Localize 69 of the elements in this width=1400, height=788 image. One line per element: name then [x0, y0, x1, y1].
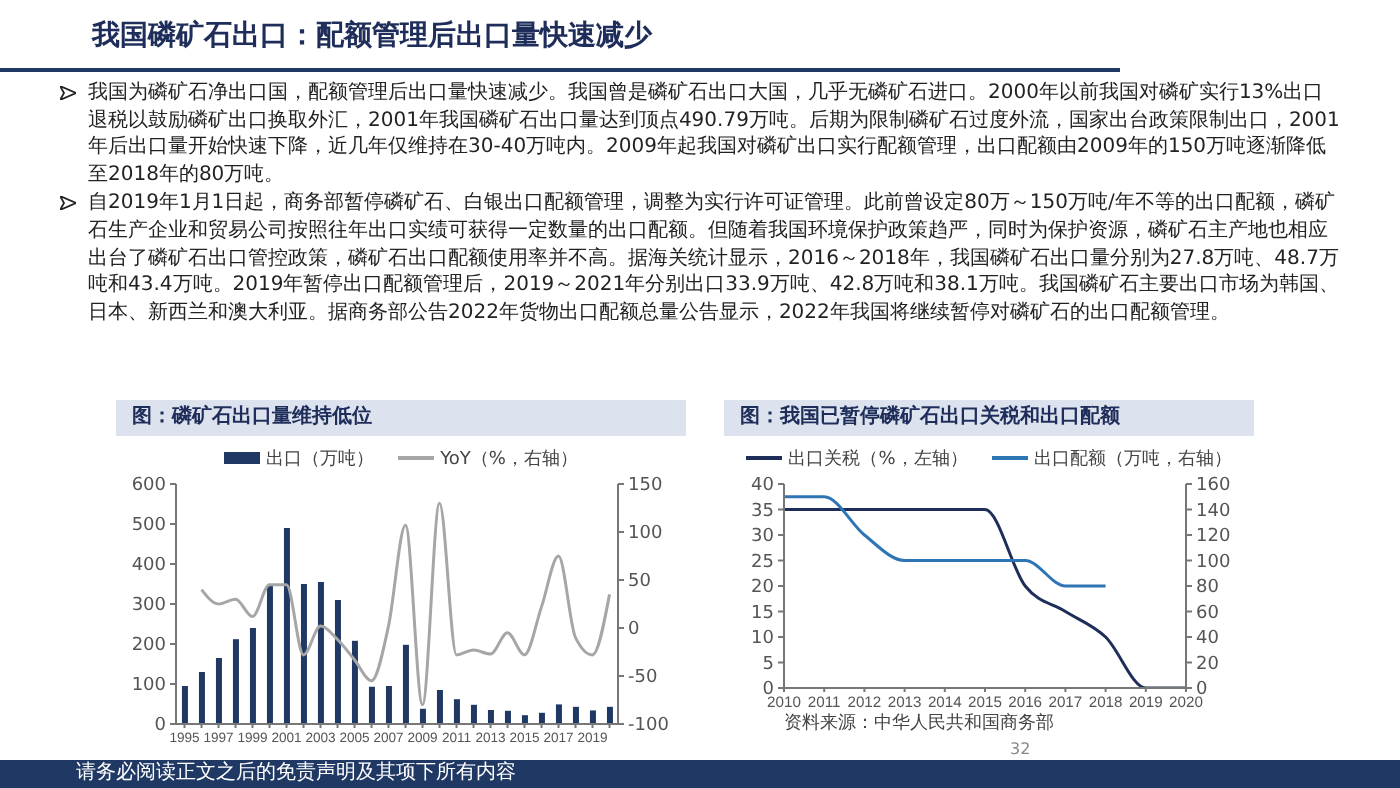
bar: [606, 706, 613, 724]
text: 资料来源：中华人民共和国商务部: [782, 714, 1056, 736]
bar: [351, 640, 358, 724]
bar: [487, 710, 494, 724]
bar: [470, 704, 477, 724]
legend-label: 出口配额（万吨，右轴）: [1031, 447, 1232, 471]
y2-tick-label: 100: [628, 524, 663, 545]
y-tick-label: 600: [131, 476, 167, 497]
legend-label: 出口关税（%，左轴）: [786, 447, 968, 471]
line-series: [200, 501, 611, 707]
bar: [232, 639, 239, 724]
y-tick-label: 100: [131, 676, 167, 697]
y2-tick-label: -100: [628, 716, 670, 737]
y2-tick-label: 80: [1196, 578, 1220, 599]
chart-title: 图：磷矿石出口量维持低位: [116, 400, 686, 436]
bar: [419, 708, 426, 724]
bar: [300, 584, 307, 724]
y2-tick-label: 40: [1196, 629, 1220, 650]
y-tick-label: 200: [131, 636, 167, 657]
y-tick-label: 0: [154, 716, 167, 737]
bar: [215, 658, 222, 724]
bar: [572, 706, 579, 724]
text: 请务必阅读正文之后的免责声明及其项下所有内容: [76, 762, 516, 786]
y2-tick-label: 150: [628, 476, 663, 497]
y-tick-label: 300: [131, 596, 167, 617]
y-tick-label: 500: [131, 516, 167, 537]
bar: [538, 712, 545, 724]
bar: [589, 710, 596, 724]
bar: [283, 528, 290, 724]
y-tick-label: 30: [751, 527, 775, 548]
y-tick-label: 20: [751, 578, 775, 599]
y2-tick-label: -50: [628, 668, 658, 689]
bar: [555, 704, 562, 724]
bar: [521, 715, 528, 724]
text: 我国磷矿石出口：配额管理后出口量快速减少: [92, 18, 652, 54]
bar: [249, 628, 256, 724]
bar: [181, 686, 188, 724]
y-tick-label: 400: [131, 556, 167, 577]
bar: [368, 686, 375, 724]
y2-tick-label: 140: [1196, 501, 1231, 522]
bar: [453, 699, 460, 724]
y2-tick-label: 160: [1196, 476, 1231, 497]
legend-label: 出口（万吨）: [264, 447, 375, 471]
bar: [504, 710, 511, 724]
text: 自2019年1月1日起，商务部暂停磷矿石、白银出口配额管理，调整为实行许可证管理。此前曾设定80万～150万吨/年不等的出口配额，磷矿石生产企业和贸易公司按照往年出口实绩可获得一定数量的出口配额。但随着我国环境保护政策趋严，同时为保护资源，磷矿石主产地也相应出台了磷矿石出口管控政策，磷矿石出口配额使用率并不高。据海关统计显示，2016～2018年，我国磷矿石出口量分别为27.8万吨、48.7万吨和43.4万吨。2019年暂停出口配额管理后，2019～2021年分别出口33.9万吨、42.8万吨和38.1万吨。我国磷矿石主要出口市场为韩国、日本、新西兰和澳大利亚。据商务部公告2022年货物出口配额总量公告显示，2022年我国将继续暂停对磷矿石的出口配额管理。: [88, 190, 1340, 327]
y2-tick-label: 50: [628, 572, 652, 593]
y-tick-label: 25: [751, 552, 774, 573]
text: 我国为磷矿石净出口国，配额管理后出口量快速减少。我国曾是磷矿石出口大国，几乎无磷矿石进口。2000年以前我国对磷矿实行13%出口退税以鼓励磷矿出口换取外汇，2001年我国磷矿石出口量达到顶点490.79万吨。后期为限制磷矿石过度外流，国家出台政策限制出口，2001年后出口量开始快速下降，近几年仅维持在30-40万吨内。2009年起我国对磷矿出口实行配额管理，出口配额由2009年的150万吨逐渐降低至2018年的80万吨。: [88, 80, 1340, 189]
bar: [317, 582, 324, 724]
bar: [402, 644, 409, 724]
bar: [385, 686, 392, 724]
bar: [436, 690, 443, 724]
bar: [266, 586, 273, 724]
y2-tick-label: 120: [1196, 527, 1231, 548]
bar: [334, 600, 341, 724]
y-tick-label: 5: [762, 654, 774, 675]
y2-tick-label: 60: [1196, 603, 1220, 624]
legend-label: YoY（%，右轴）: [438, 447, 578, 471]
y2-tick-label: 20: [1196, 654, 1220, 675]
line-series: [782, 495, 1108, 588]
y-tick-label: 10: [751, 629, 775, 650]
y-tick-label: 35: [751, 501, 774, 522]
chart-title: 图：我国已暂停磷矿石出口关税和出口配额: [724, 400, 1254, 436]
text: 32: [1010, 740, 1031, 758]
y-tick-label: 15: [751, 603, 774, 624]
y-tick-label: 40: [751, 476, 775, 497]
bar: [198, 672, 205, 724]
y2-tick-label: 0: [628, 620, 640, 641]
y2-tick-label: 100: [1196, 552, 1231, 573]
